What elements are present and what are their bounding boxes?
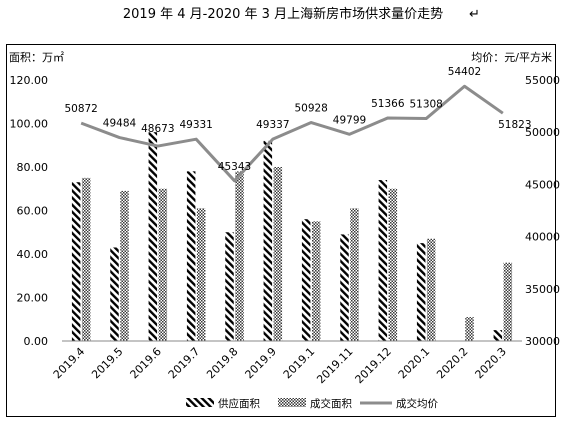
bar-deal: [158, 188, 168, 341]
bar-supply: [493, 330, 503, 341]
left-tick-label: 120.00: [10, 74, 49, 87]
bar-deal: [350, 208, 359, 341]
price-data-label: 51366: [371, 98, 405, 110]
legend: 供应面积 成交面积 成交均价: [186, 397, 438, 410]
bar-supply: [148, 132, 158, 341]
bar-supply: [416, 243, 426, 341]
x-tick-label: 2020.3: [473, 345, 509, 381]
price-data-label: 54402: [448, 66, 481, 78]
bar-deal: [388, 188, 398, 341]
right-tick-label: 55000: [525, 74, 560, 87]
bar-supply: [225, 232, 234, 341]
bar-deal: [81, 177, 91, 341]
left-tick-label: 0.00: [24, 335, 49, 348]
x-tick-label: 2019.7: [166, 345, 202, 381]
bar-deal: [503, 262, 513, 341]
right-tick-label: 45000: [525, 178, 560, 191]
x-tick-label: 2019.4: [51, 345, 87, 381]
x-axis-labels: 2019.4 2019.5 2019.6 2019.7 2019.8 2019.9 2019…: [51, 345, 509, 386]
bar-deal: [235, 171, 244, 341]
bar-deal: [426, 238, 436, 341]
x-tick-label: 2019.8: [204, 345, 240, 381]
right-tick-label: 35000: [525, 283, 560, 296]
left-tick-label: 20.00: [17, 292, 49, 305]
bar-supply: [378, 180, 388, 341]
left-tick-label: 80.00: [17, 161, 49, 174]
chart-title: 2019 年 4 月-2020 年 3 月上海新房市场供求量价走势: [123, 6, 443, 22]
x-tick-label: 2019.11: [314, 345, 355, 386]
x-tick-label: 2019.6: [128, 345, 164, 381]
right-tick-label: 40000: [525, 231, 560, 244]
legend-swatch-supply: [186, 398, 214, 407]
price-data-label: 50872: [64, 103, 97, 115]
price-data-label: 45343: [218, 161, 251, 173]
x-tick-label: 2019.5: [89, 345, 125, 381]
x-tick-label: 2019.12: [353, 345, 394, 386]
legend-label-deal: 成交面积: [310, 397, 352, 410]
price-data-label: 49484: [103, 118, 137, 130]
bar-supply: [186, 171, 196, 341]
right-axis-ticks: 30000 35000 40000 45000 50000 55000: [525, 74, 560, 348]
left-tick-label: 100.00: [10, 118, 49, 131]
price-data-label: 48673: [141, 123, 174, 135]
price-line-path: [80, 84, 504, 183]
left-tick-label: 60.00: [17, 205, 49, 218]
price-data-label: 49799: [333, 114, 366, 126]
bars: [71, 132, 513, 341]
bar-deal: [273, 167, 283, 341]
x-tick-label: 2019.9: [243, 345, 279, 381]
x-tick-label: 2020.1: [396, 345, 432, 381]
bar-supply: [110, 247, 119, 341]
bar-supply: [340, 234, 349, 341]
right-tick-label: 50000: [525, 126, 560, 139]
price-data-label: 49337: [256, 119, 289, 131]
left-axis-label: 面积：万㎡: [9, 51, 64, 64]
bar-deal: [311, 221, 321, 341]
title-mark: ↵: [469, 7, 480, 22]
price-data-label: 51823: [498, 119, 531, 131]
price-data-label: 50928: [294, 103, 327, 115]
x-tick-label: 2019.1: [281, 345, 317, 381]
bar-supply: [301, 219, 311, 341]
bar-deal: [120, 190, 129, 341]
bar-supply: [263, 140, 273, 341]
bar-supply: [71, 182, 81, 341]
legend-label-price: 成交均价: [396, 397, 438, 410]
left-tick-label: 40.00: [17, 248, 49, 261]
legend-swatch-deal: [278, 398, 306, 407]
right-axis-label: 均价：元/平方米: [471, 50, 552, 64]
bar-deal: [465, 317, 474, 341]
right-tick-label: 30000: [525, 335, 560, 348]
legend-label-supply: 供应面积: [218, 397, 260, 410]
plot-frame: [6, 44, 556, 417]
bar-deal: [196, 208, 206, 341]
x-tick-label: 2020.2: [434, 345, 470, 381]
price-data-label: 49331: [179, 119, 212, 131]
price-data-label: 51308: [409, 99, 442, 111]
price-line: 50872 49484 48673 49331 45343 49337 50928 49799…: [64, 66, 532, 183]
left-axis-ticks: 0.00 20.00 40.00 60.00 80.00 100.00 120.00: [10, 74, 49, 348]
